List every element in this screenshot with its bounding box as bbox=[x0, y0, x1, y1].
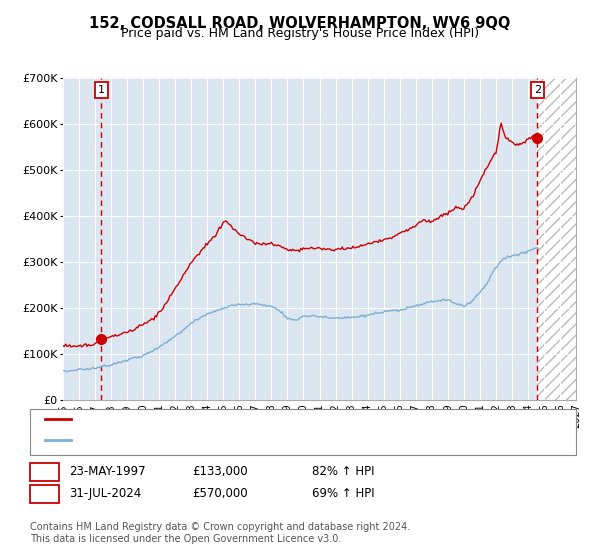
Bar bbox=[537, 78, 576, 400]
Text: 82% ↑ HPI: 82% ↑ HPI bbox=[312, 465, 374, 478]
Text: 152, CODSALL ROAD, WOLVERHAMPTON, WV6 9QQ (detached house): 152, CODSALL ROAD, WOLVERHAMPTON, WV6 9Q… bbox=[75, 414, 464, 424]
Text: 1: 1 bbox=[41, 465, 48, 478]
Text: 2: 2 bbox=[533, 85, 541, 95]
Text: 1: 1 bbox=[98, 85, 105, 95]
Text: 2: 2 bbox=[41, 487, 48, 501]
Bar bbox=[537, 78, 576, 400]
Text: 152, CODSALL ROAD, WOLVERHAMPTON, WV6 9QQ: 152, CODSALL ROAD, WOLVERHAMPTON, WV6 9Q… bbox=[89, 16, 511, 31]
Text: £570,000: £570,000 bbox=[192, 487, 248, 501]
Text: 69% ↑ HPI: 69% ↑ HPI bbox=[312, 487, 374, 501]
Text: 31-JUL-2024: 31-JUL-2024 bbox=[69, 487, 141, 501]
Text: Price paid vs. HM Land Registry's House Price Index (HPI): Price paid vs. HM Land Registry's House … bbox=[121, 27, 479, 40]
Text: HPI: Average price, detached house, Wolverhampton: HPI: Average price, detached house, Wolv… bbox=[75, 435, 370, 445]
Text: Contains HM Land Registry data © Crown copyright and database right 2024.
This d: Contains HM Land Registry data © Crown c… bbox=[30, 522, 410, 544]
Text: £133,000: £133,000 bbox=[192, 465, 248, 478]
Text: 23-MAY-1997: 23-MAY-1997 bbox=[69, 465, 146, 478]
